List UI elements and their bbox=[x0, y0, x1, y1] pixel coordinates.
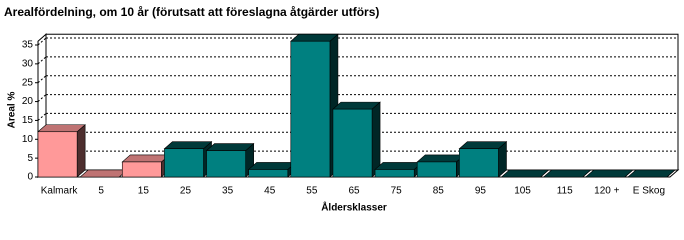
y-axis-title: Areal % bbox=[7, 92, 18, 129]
bar bbox=[458, 141, 508, 178]
bar bbox=[79, 169, 129, 178]
bar-front bbox=[121, 161, 162, 178]
x-tick-label: 85 bbox=[433, 186, 445, 197]
bar-front bbox=[206, 150, 246, 178]
bar-top bbox=[290, 33, 339, 42]
y-tick-label: 5 bbox=[27, 153, 33, 164]
bar bbox=[584, 169, 634, 178]
grid-line bbox=[37, 75, 47, 84]
bar-top bbox=[584, 169, 634, 178]
x-tick-label: 55 bbox=[306, 186, 318, 197]
x-tick-label: E Skog bbox=[633, 186, 665, 197]
y-tick-label: 0 bbox=[27, 172, 33, 183]
y-tick-label: 20 bbox=[22, 96, 34, 107]
x-tick-label: 45 bbox=[264, 186, 276, 197]
bar-front bbox=[459, 148, 499, 178]
y-tick-label: 10 bbox=[22, 134, 34, 145]
x-tick-label: 75 bbox=[391, 186, 403, 197]
bar-front bbox=[290, 40, 331, 178]
x-axis-title: Åldersklasser bbox=[321, 201, 387, 214]
bar-top bbox=[163, 141, 213, 150]
y-tick-label: 15 bbox=[22, 115, 34, 126]
bar-front bbox=[332, 108, 373, 178]
bar-top bbox=[79, 169, 129, 178]
x-tick-label: 5 bbox=[98, 186, 104, 197]
y-tick-label: 25 bbox=[22, 77, 34, 88]
bar bbox=[290, 33, 339, 178]
bar bbox=[416, 154, 466, 178]
bar-front bbox=[416, 161, 457, 178]
bar-front bbox=[37, 131, 78, 178]
y-tick-label: 35 bbox=[22, 40, 34, 51]
bar-top bbox=[416, 154, 466, 163]
bar-front bbox=[164, 148, 204, 178]
bar bbox=[542, 169, 592, 178]
bar bbox=[627, 169, 676, 178]
bar-top bbox=[332, 101, 381, 110]
x-tick-label: 105 bbox=[514, 186, 531, 197]
bar bbox=[37, 124, 86, 178]
grid-line bbox=[37, 94, 47, 102]
bar-top bbox=[205, 143, 255, 151]
bar bbox=[205, 142, 255, 178]
bar bbox=[163, 141, 213, 178]
x-tick-label: 65 bbox=[348, 186, 360, 197]
grid-line bbox=[37, 37, 47, 46]
bar-top bbox=[542, 169, 592, 178]
bar-top bbox=[458, 141, 508, 150]
bar bbox=[121, 154, 171, 178]
x-tick-label: 15 bbox=[138, 186, 150, 197]
grid-line bbox=[37, 56, 47, 65]
bar bbox=[247, 161, 297, 178]
bar bbox=[332, 101, 381, 178]
bar-top bbox=[500, 169, 550, 178]
bar-front bbox=[374, 169, 415, 178]
x-tick-label: 35 bbox=[222, 186, 234, 197]
bar-top bbox=[374, 162, 423, 170]
bar-top bbox=[247, 162, 297, 170]
chart: Arealfördelning, om 10 år (förutsatt att… bbox=[4, 5, 680, 214]
bar-front bbox=[248, 169, 289, 178]
bar bbox=[374, 161, 423, 178]
chart-title: Arealfördelning, om 10 år (förutsatt att… bbox=[4, 5, 379, 19]
y-tick-label: 30 bbox=[22, 58, 34, 69]
x-tick-label: Kalmark bbox=[41, 186, 79, 197]
bar-top bbox=[37, 124, 86, 133]
grid-line bbox=[37, 113, 47, 121]
x-tick-label: 115 bbox=[557, 186, 573, 197]
x-tick-label: 120 + bbox=[594, 186, 619, 197]
x-tick-label: 95 bbox=[475, 186, 487, 197]
bar-top bbox=[627, 169, 676, 178]
bar-top bbox=[121, 154, 171, 163]
x-tick-label: 25 bbox=[180, 186, 192, 197]
bar bbox=[500, 169, 550, 178]
bar-side bbox=[76, 124, 86, 178]
